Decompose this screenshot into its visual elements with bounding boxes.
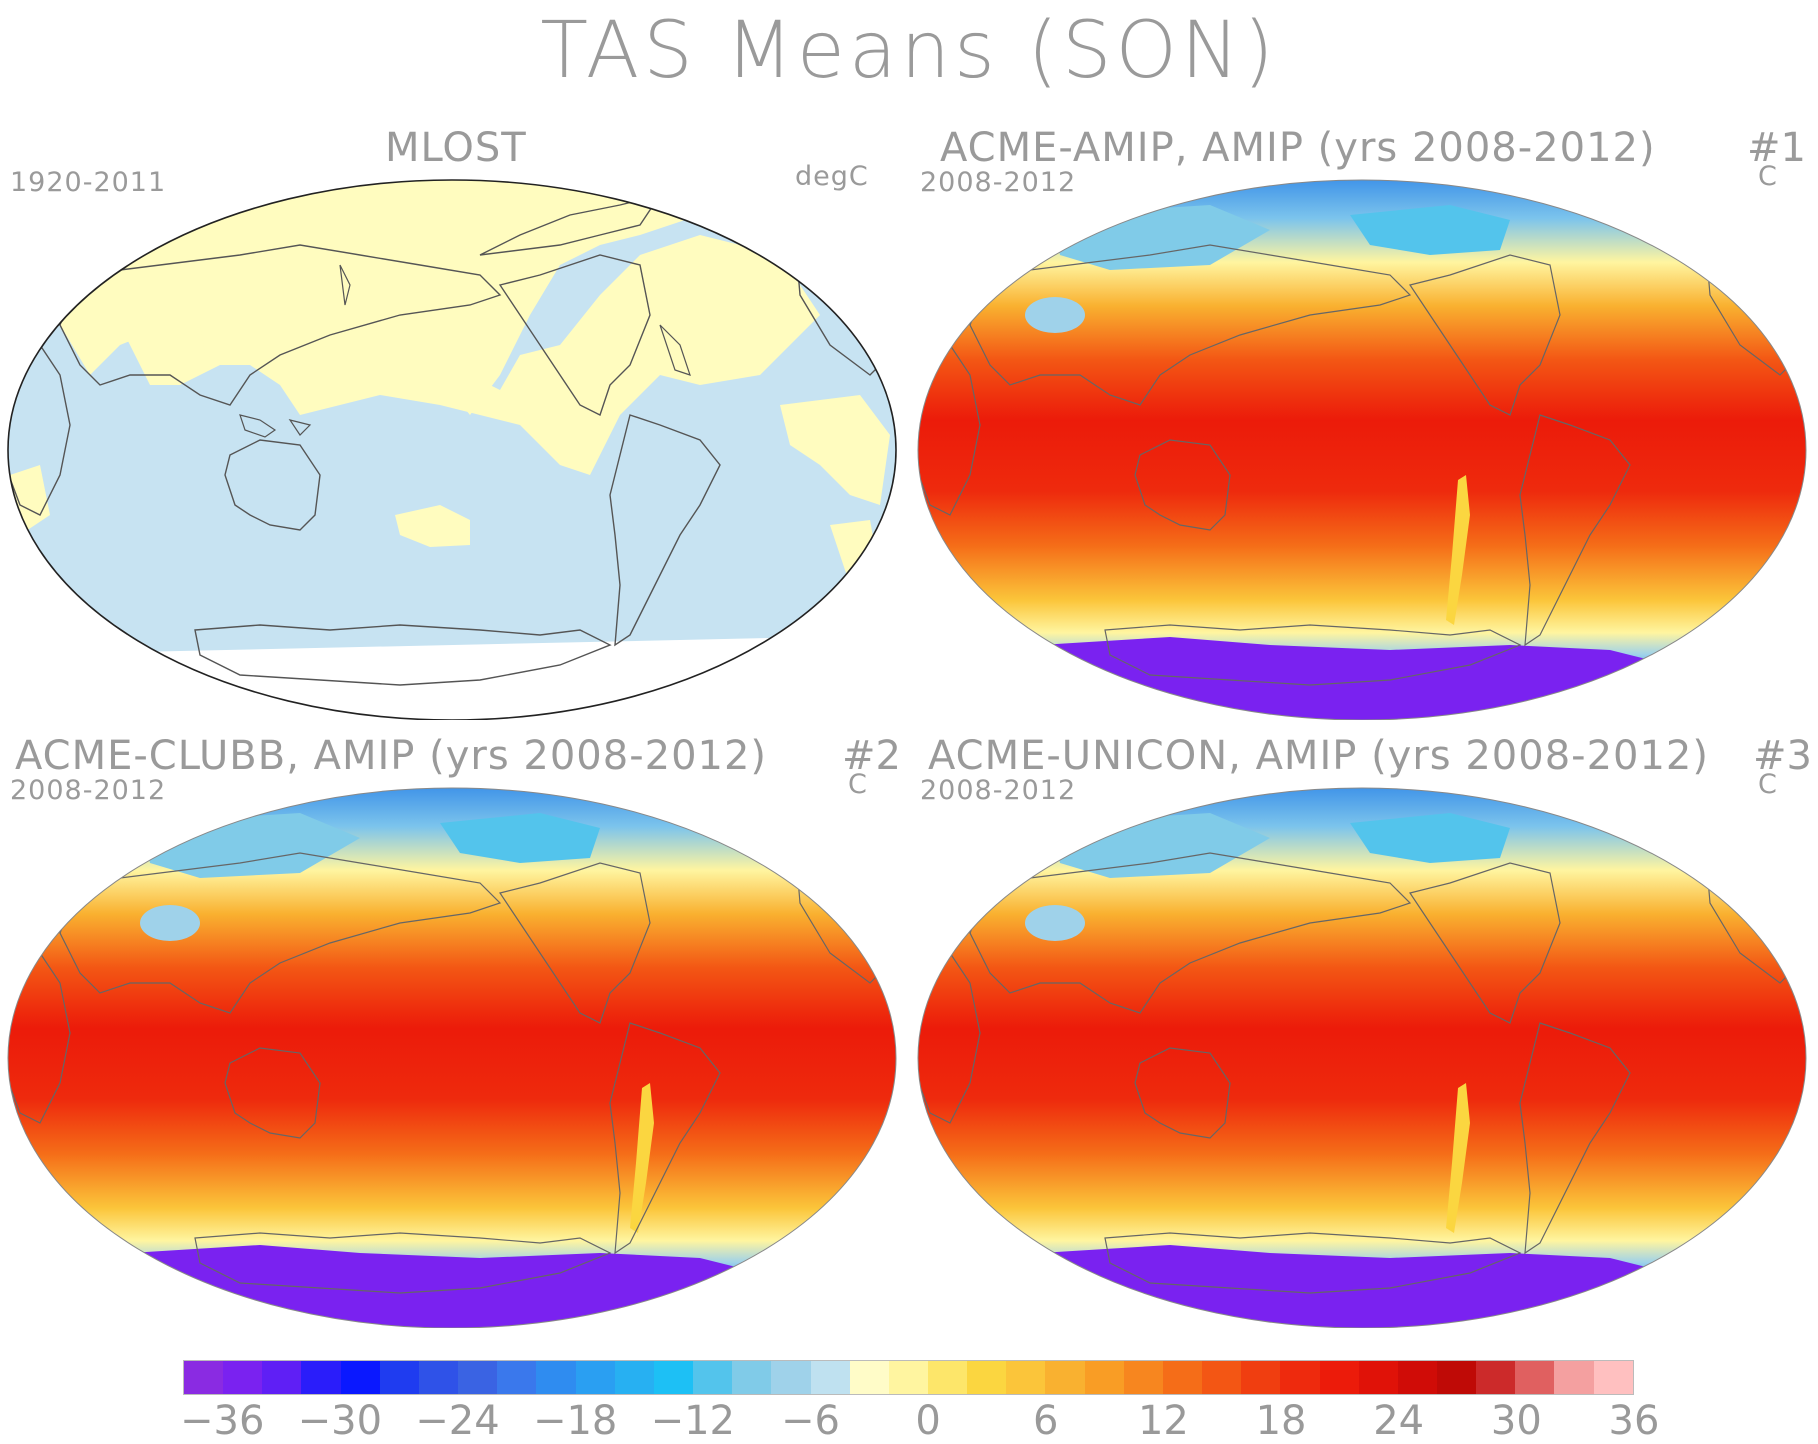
panel-period: 2008-2012 (920, 775, 1077, 806)
colorbar-cell (1202, 1361, 1242, 1394)
panel-title: MLOST (385, 125, 527, 171)
colorbar-cell (967, 1361, 1007, 1394)
panel-title: ACME-AMIP, AMIP (yrs 2008-2012) (940, 125, 1656, 171)
colorbar-tick-label: 12 (1137, 1398, 1189, 1444)
colorbar-cell (184, 1361, 224, 1394)
panel-period: 2008-2012 (10, 775, 167, 806)
colorbar-cell (262, 1361, 302, 1394)
colorbar-cell (340, 1361, 380, 1394)
colorbar-cell (1162, 1361, 1203, 1394)
colorbar-cell (1319, 1361, 1359, 1394)
colorbar-cell (732, 1361, 772, 1394)
panel-units: degC (795, 161, 869, 192)
colorbar-cell (849, 1361, 889, 1394)
colorbar-tick-label: 18 (1255, 1398, 1307, 1444)
colorbar-tick-label: 24 (1373, 1398, 1425, 1444)
colorbar-cell (1397, 1361, 1437, 1394)
panel-acme-clubb: ACME-CLUBB, AMIP (yrs 2008-2012) #2 2008… (0, 733, 905, 1333)
colorbar-tick-label: 6 (1033, 1398, 1059, 1444)
colorbar-cell (1476, 1361, 1516, 1394)
colorbar-tick-label: 30 (1490, 1398, 1542, 1444)
colorbar-tick-label: −6 (780, 1398, 840, 1444)
colorbar-cell (536, 1361, 576, 1394)
map-acme-clubb (7, 787, 897, 1328)
panel-title: ACME-UNICON, AMIP (yrs 2008-2012) (928, 733, 1709, 779)
colorbar-cell (497, 1361, 537, 1394)
colorbar-cell (418, 1361, 459, 1394)
colorbar-tick-label: −30 (297, 1398, 383, 1444)
colorbar-tick-label: 36 (1608, 1398, 1660, 1444)
colorbar-cell (1123, 1361, 1163, 1394)
colorbar-tick-label: 0 (915, 1398, 941, 1444)
colorbar-cell (1084, 1361, 1124, 1394)
colorbar-cell (1280, 1361, 1320, 1394)
colorbar-cell (301, 1361, 341, 1394)
colorbar-tick-label: −12 (650, 1398, 736, 1444)
colorbar-cell (379, 1361, 419, 1394)
colorbar-cell (693, 1361, 733, 1394)
colorbar-tick-label: −24 (415, 1398, 500, 1444)
map-acme-amip (917, 179, 1807, 720)
panel-period: 2008-2012 (920, 167, 1077, 198)
figure-title: TAS Means (SON) (540, 6, 1278, 96)
colorbar-cell (1515, 1361, 1555, 1394)
panel-period: 1920-2011 (10, 167, 167, 198)
panel-number: #3 (1753, 733, 1812, 779)
colorbar-cell (927, 1361, 968, 1394)
colorbar-cell (771, 1361, 811, 1394)
panel-units: C (848, 769, 868, 800)
panel-number: #1 (1747, 125, 1806, 171)
colorbar-cell (653, 1361, 694, 1394)
colorbar (183, 1360, 1634, 1395)
colorbar-tick-label: −36 (179, 1398, 265, 1444)
panel-units: C (1758, 769, 1778, 800)
colorbar-cell (458, 1361, 498, 1394)
colorbar-cell (1045, 1361, 1085, 1394)
colorbar-cell (810, 1361, 850, 1394)
panel-units: C (1758, 161, 1778, 192)
colorbar-cell (1554, 1361, 1594, 1394)
colorbar-cell (223, 1361, 263, 1394)
colorbar-cell (888, 1361, 928, 1394)
colorbar-cell (1593, 1361, 1633, 1394)
colorbar-cell (1006, 1361, 1046, 1394)
panel-acme-unicon: ACME-UNICON, AMIP (yrs 2008-2012) #3 200… (910, 733, 1815, 1333)
map-mlost (7, 179, 897, 720)
panel-acme-amip: ACME-AMIP, AMIP (yrs 2008-2012) #1 2008-… (910, 125, 1815, 725)
map-acme-unicon (917, 787, 1807, 1328)
colorbar-cell (1241, 1361, 1281, 1394)
panel-number: #2 (842, 733, 901, 779)
panel-mlost: MLOST 1920-2011 degC (0, 125, 905, 725)
colorbar-cell (1358, 1361, 1398, 1394)
colorbar-tick-label: −18 (532, 1398, 618, 1444)
colorbar-cell (575, 1361, 615, 1394)
panel-title: ACME-CLUBB, AMIP (yrs 2008-2012) (15, 733, 768, 779)
colorbar-cell (1437, 1361, 1477, 1394)
colorbar-labels: −36 −30 −24 −18 −12 −6 0 6 12 18 24 30 36 (0, 1398, 1818, 1444)
colorbar-cell (614, 1361, 654, 1394)
